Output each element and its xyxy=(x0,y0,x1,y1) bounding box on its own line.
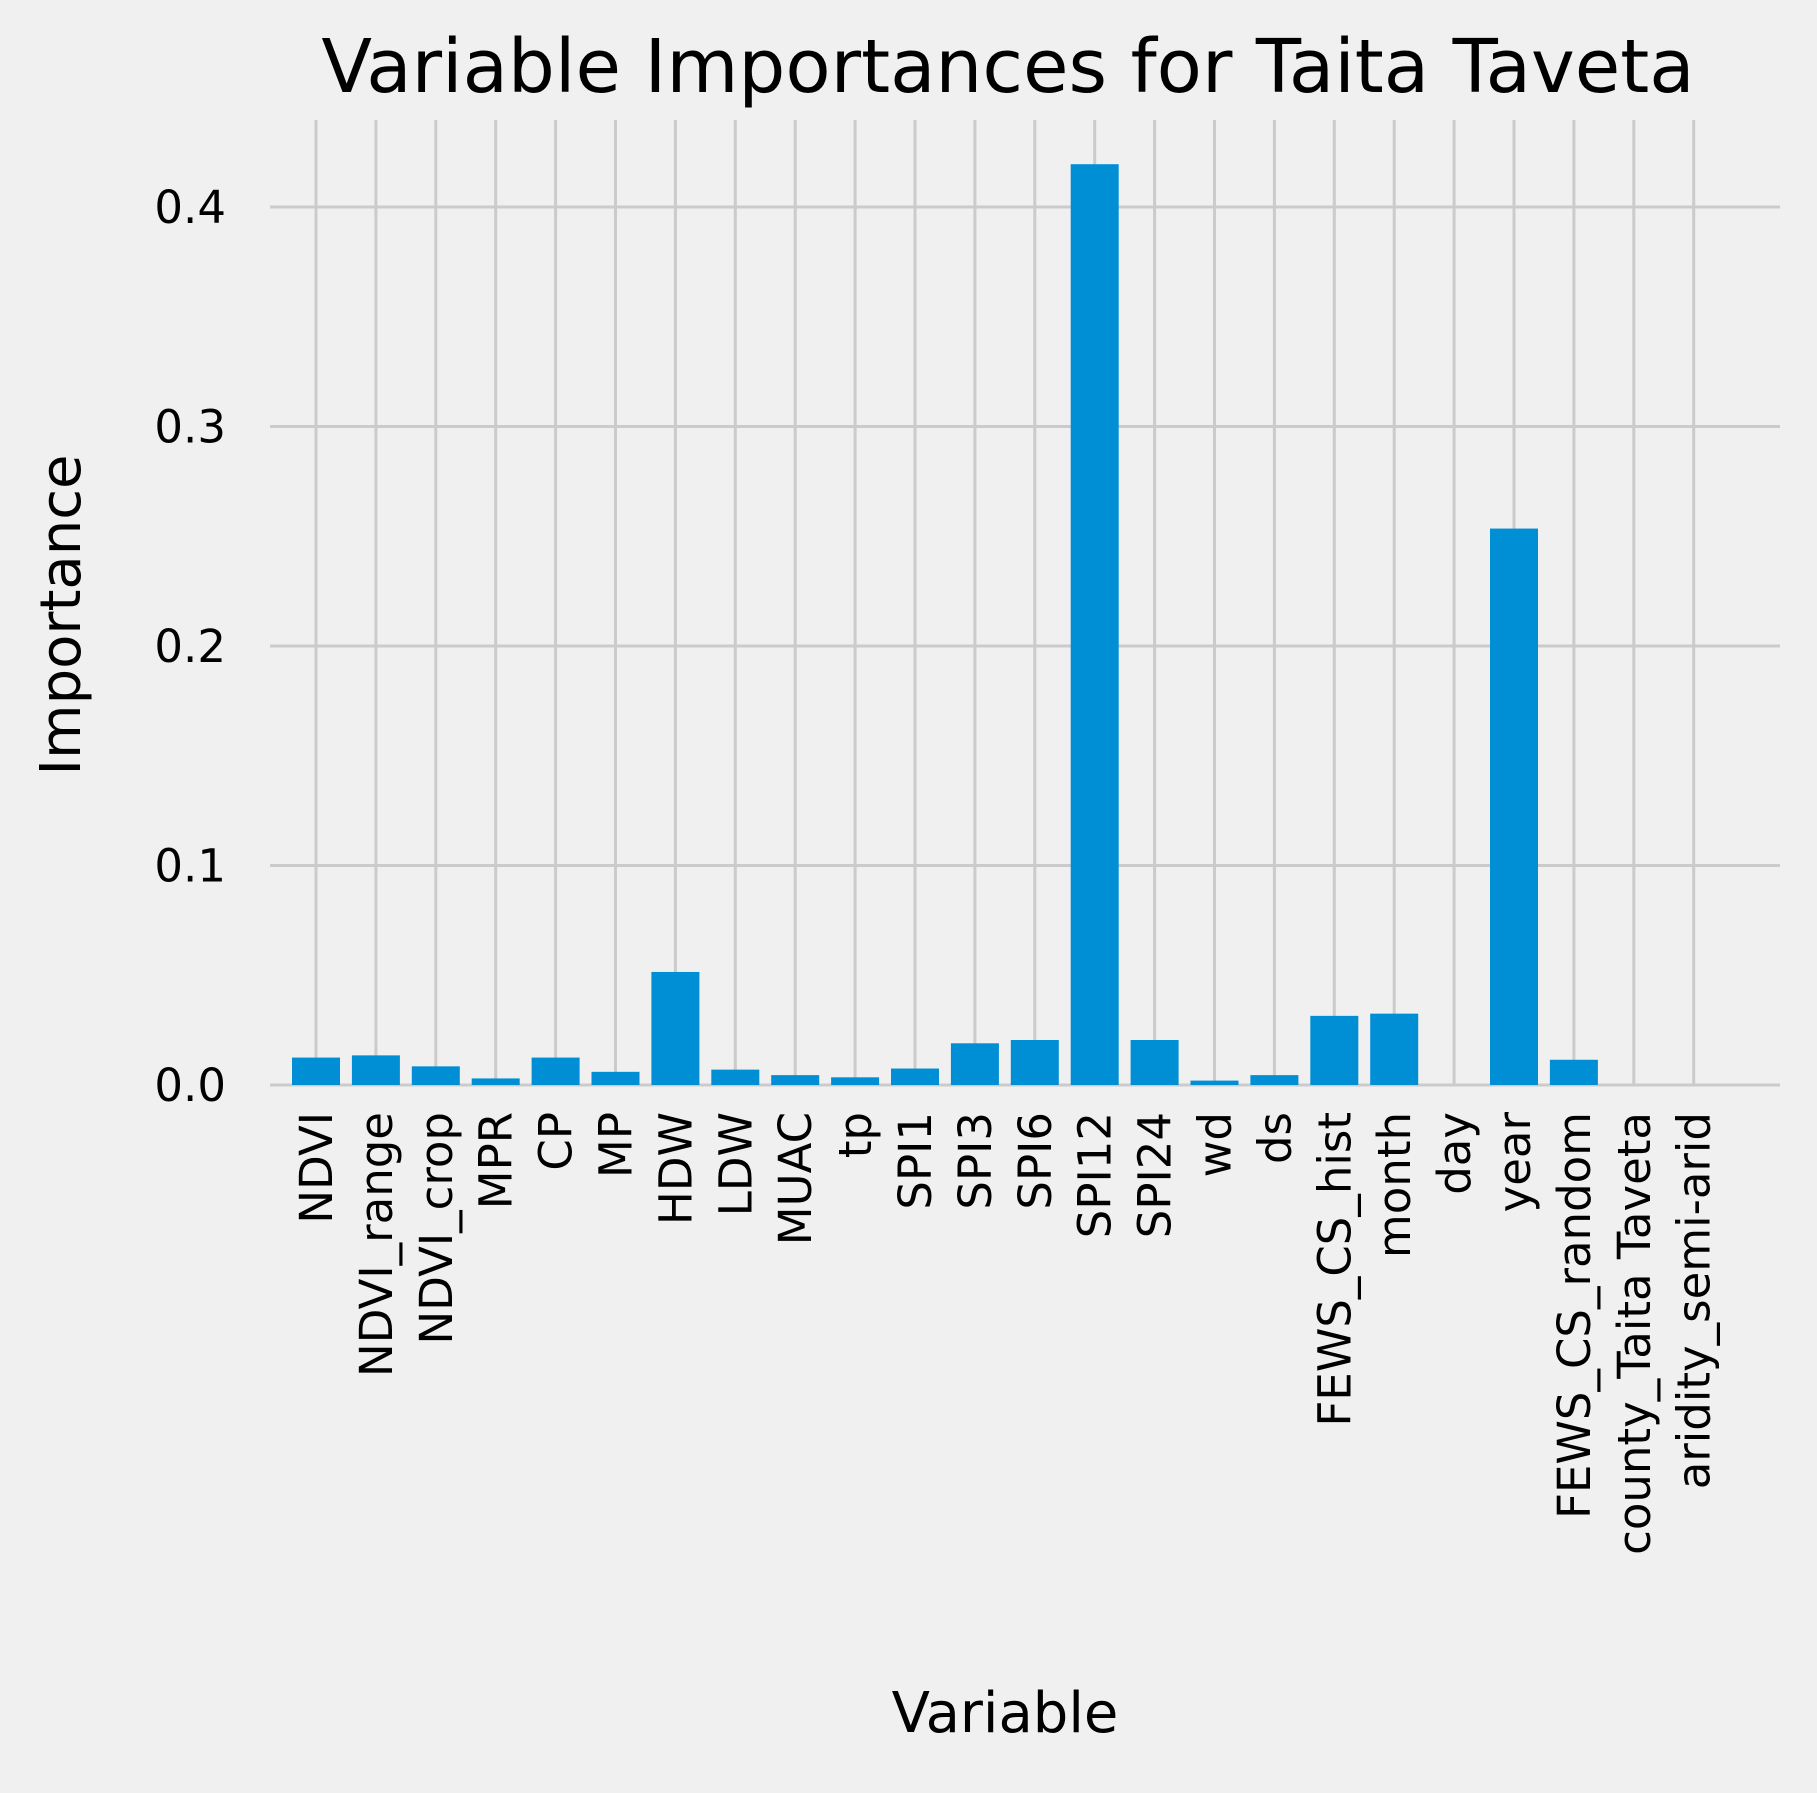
x-tick-label: MUAC xyxy=(769,1112,822,1245)
x-tick-label: SPI1 xyxy=(889,1112,942,1210)
bar xyxy=(1310,1015,1359,1085)
x-tick-label: tp xyxy=(829,1112,882,1158)
bars xyxy=(292,164,1598,1085)
x-tick-label: wd xyxy=(1189,1112,1242,1177)
x-tick-label: MPR xyxy=(470,1112,523,1209)
bar xyxy=(351,1055,400,1085)
x-tick-label: county_Taita Taveta xyxy=(1608,1112,1661,1555)
y-tick-label: 0.4 xyxy=(154,181,226,234)
bar xyxy=(1190,1080,1239,1085)
bar xyxy=(651,971,700,1085)
x-tick-label: ds xyxy=(1248,1112,1301,1164)
bar xyxy=(950,1043,999,1085)
bar xyxy=(471,1078,520,1085)
x-tick-label: NDVI_range xyxy=(350,1112,403,1377)
x-tick-label: day xyxy=(1428,1112,1481,1195)
y-tick-label: 0.1 xyxy=(154,840,226,893)
x-tick-label: FEWS_CS_random xyxy=(1548,1112,1601,1519)
y-tick-label: 0.0 xyxy=(154,1059,226,1112)
x-tick-label: LDW xyxy=(709,1112,762,1216)
x-axis-label: Variable xyxy=(892,1681,1119,1746)
bar xyxy=(1070,164,1119,1085)
x-tick-labels: NDVI NDVI_range NDVI_crop MPR CP MP HDW LDW MUAC… xyxy=(290,1112,1721,1555)
bar xyxy=(1250,1075,1299,1085)
x-tick-label: aridity_semi-arid xyxy=(1668,1112,1721,1489)
chart-title: Variable Importances for Taita Taveta xyxy=(321,24,1694,110)
x-tick-label: NDVI xyxy=(290,1112,343,1224)
x-tick-label: HDW xyxy=(649,1112,702,1225)
x-tick-label: month xyxy=(1368,1112,1421,1258)
bar xyxy=(531,1057,580,1085)
x-tick-label: SPI24 xyxy=(1129,1112,1182,1238)
x-tick-label: MP xyxy=(590,1112,643,1178)
x-tick-label: SPI3 xyxy=(949,1112,1002,1210)
bar xyxy=(891,1068,939,1085)
bar xyxy=(411,1066,460,1085)
bar xyxy=(711,1069,760,1085)
x-tick-label: FEWS_CS_hist xyxy=(1308,1112,1361,1426)
y-tick-label: 0.3 xyxy=(154,401,226,454)
bar xyxy=(591,1071,640,1085)
y-tick-label: 0.2 xyxy=(154,620,226,673)
y-axis-label: Importance xyxy=(29,455,94,776)
bar xyxy=(771,1075,820,1085)
bar xyxy=(1010,1040,1059,1085)
bar xyxy=(292,1057,340,1085)
bar xyxy=(1549,1059,1598,1085)
x-tick-label: SPI6 xyxy=(1009,1112,1062,1210)
x-tick-label: SPI12 xyxy=(1069,1112,1122,1238)
bar xyxy=(1130,1040,1179,1085)
x-tick-label: year xyxy=(1488,1112,1541,1213)
bar xyxy=(1370,1013,1419,1085)
x-tick-label: CP xyxy=(530,1112,583,1171)
bar xyxy=(1490,528,1538,1085)
y-tick-labels: 0.0 0.1 0.2 0.3 0.4 xyxy=(154,181,226,1112)
x-tick-label: NDVI_crop xyxy=(410,1112,463,1344)
bar xyxy=(831,1077,880,1085)
